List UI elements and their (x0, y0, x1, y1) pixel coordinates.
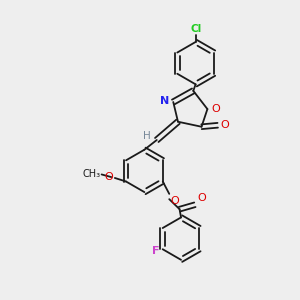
Text: Cl: Cl (190, 24, 201, 34)
Text: O: O (211, 104, 220, 114)
Text: N: N (160, 96, 170, 106)
Text: O: O (220, 120, 229, 130)
Text: H: H (142, 131, 150, 142)
Text: F: F (152, 246, 159, 256)
Text: O: O (171, 196, 179, 206)
Text: CH₃: CH₃ (82, 169, 100, 179)
Text: O: O (197, 193, 206, 203)
Text: O: O (105, 172, 113, 182)
